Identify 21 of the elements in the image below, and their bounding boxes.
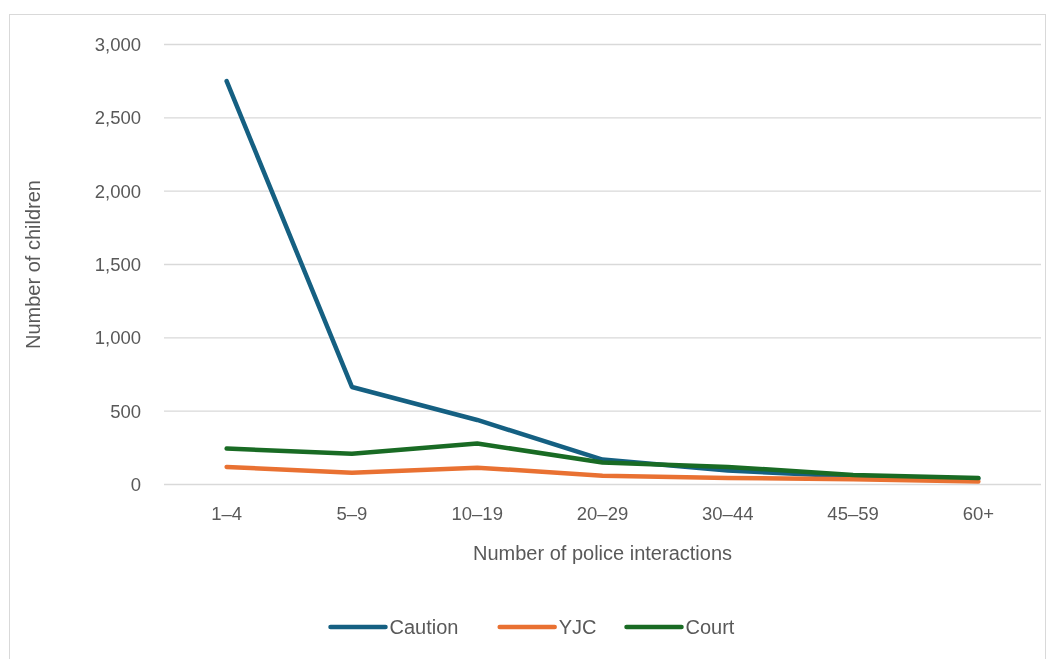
x-tick-label: 10–19: [451, 503, 503, 524]
x-tick-label: 5–9: [336, 503, 368, 524]
y-tick-label: 2,000: [94, 180, 141, 202]
line-series: [224, 464, 981, 484]
y-tick-label: 1,500: [94, 253, 141, 275]
y-tick-label: 3,000: [94, 33, 141, 55]
legend-label: YJC: [558, 616, 597, 638]
x-tick-label: 20–29: [576, 503, 629, 524]
x-axis-title: Number of police interactions: [472, 542, 733, 564]
line-series: [224, 441, 981, 481]
y-tick-label: 500: [110, 400, 141, 422]
x-tick-label: 60+: [962, 503, 995, 524]
y-axis-title: Number of children: [22, 180, 44, 349]
legend-label: Caution: [389, 616, 459, 638]
x-tick-label: 45–59: [827, 503, 879, 524]
y-tick-label: 1,000: [94, 327, 141, 349]
legend-label: Court: [685, 616, 735, 638]
y-tick-label: 2,500: [94, 107, 141, 129]
y-tick-label: 0: [130, 473, 141, 495]
x-tick-label: 1–4: [211, 503, 243, 524]
x-tick-label: 30–44: [702, 503, 754, 524]
